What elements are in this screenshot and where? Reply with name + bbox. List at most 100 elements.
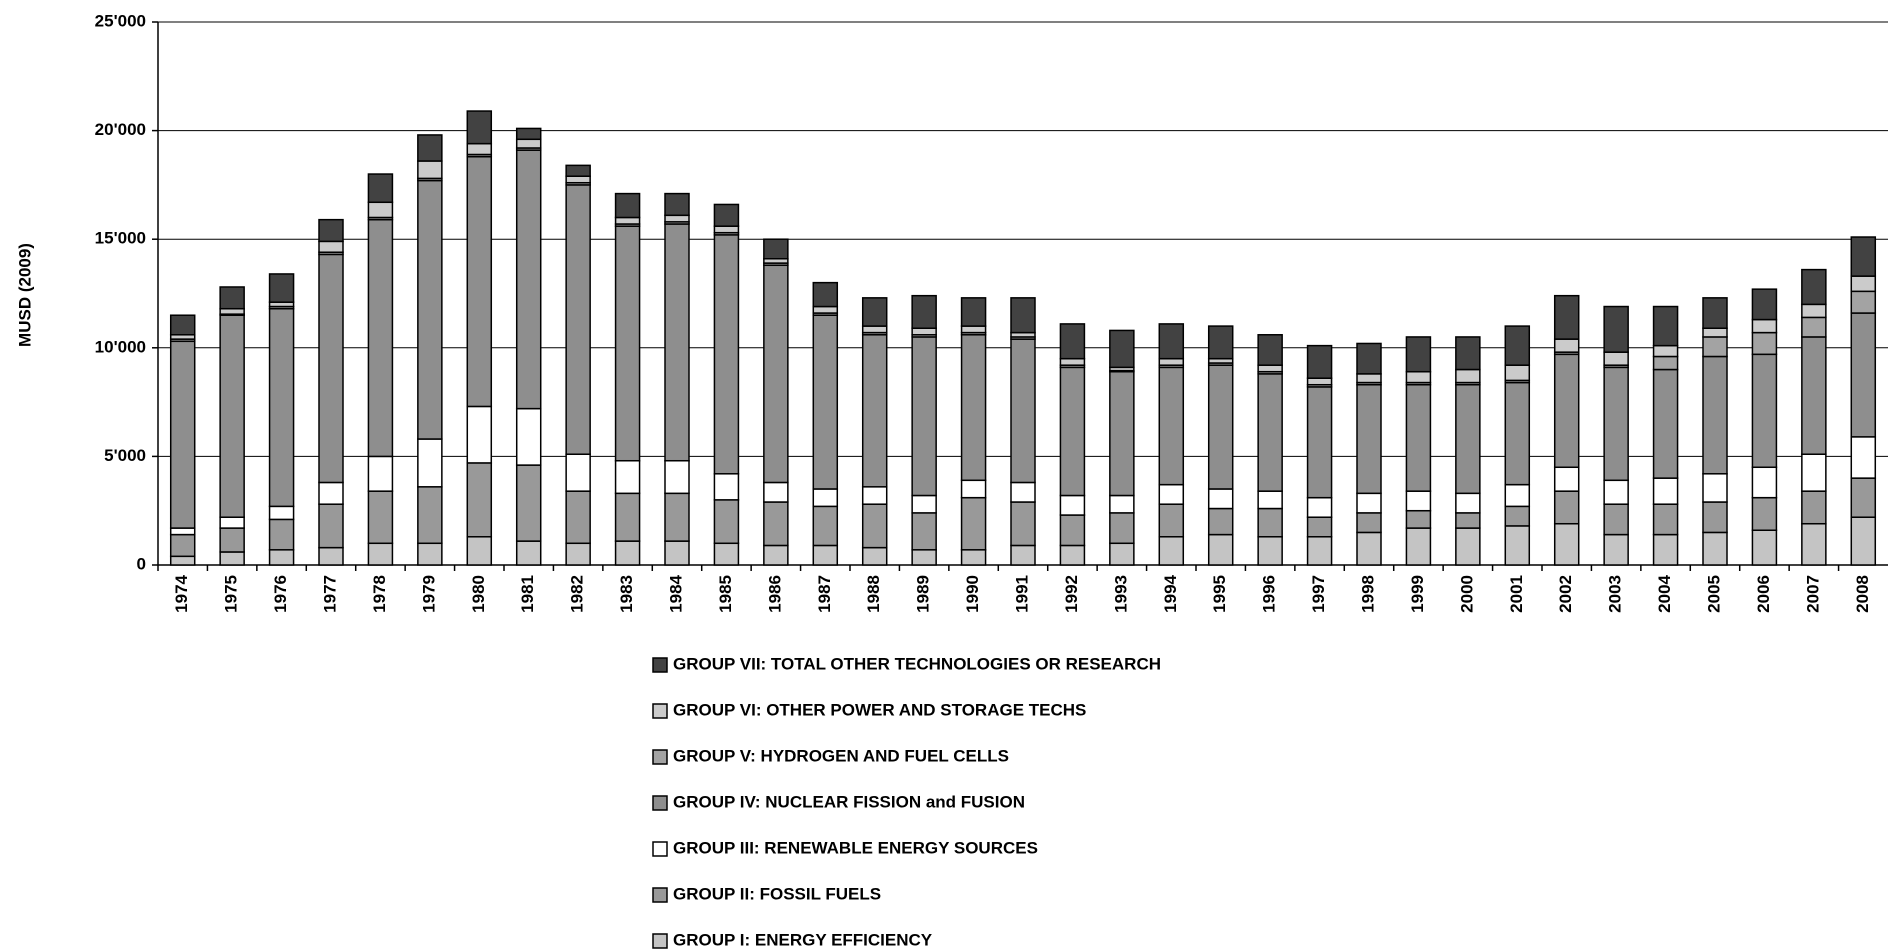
bar-segment [1010,544,1036,566]
bar-segment [1257,334,1283,366]
bar-segment [763,501,789,547]
bar-segment [565,542,591,566]
bar-segment [1207,325,1234,360]
bar-segment [1158,357,1185,366]
x-tick-label: 1986 [765,575,784,613]
x-tick-label: 1994 [1161,574,1180,612]
bar-segment [812,305,839,314]
bar-segment [1158,323,1185,360]
bar-segment [417,542,443,566]
bar-segment [1010,297,1036,334]
bar-segment [1455,492,1481,514]
bar-segment [1603,479,1629,505]
x-tick-label: 2001 [1507,575,1526,613]
bar-segment [466,405,493,464]
bar-segment [1850,436,1877,479]
bar-segment [318,503,344,549]
bar-segment [367,490,394,545]
bar-segment [1257,507,1283,538]
bar-segment [664,540,690,566]
x-tick-label: 2002 [1556,575,1575,613]
bar-segment [318,546,344,566]
x-tick-label: 1984 [666,574,685,612]
bar-segment [1356,512,1382,534]
bar-segment [565,490,591,545]
bar-segment [911,549,937,566]
bar-segment [1455,527,1481,566]
bar-segment [318,240,344,253]
legend-swatch [652,933,668,949]
bar-segment [1801,268,1827,306]
bar-segment [318,253,344,484]
bar-segment [1356,383,1382,495]
bar-segment [1702,501,1728,534]
bar-segment [713,234,740,475]
bar-segment [417,438,443,488]
x-tick-label: 1975 [222,575,241,613]
bar-segment [367,173,394,204]
bar-segment [268,273,295,303]
bar-segment [1751,353,1778,469]
bar-segment [1356,373,1382,384]
x-tick-label: 1990 [963,575,982,613]
bar-segment [1801,316,1827,338]
bar-segment [960,496,987,551]
bar-segment [268,307,295,508]
bar-segment [664,214,690,223]
bar-segment [1207,533,1234,566]
legend-label: GROUP VI: OTHER POWER AND STORAGE TECHS [673,700,1086,719]
x-tick-label: 1985 [716,575,735,613]
x-tick-label: 1982 [568,575,587,613]
bar-segment [614,192,641,219]
bar-segment [1751,318,1778,334]
bar-segment [219,286,245,310]
bar-segment [1109,512,1135,545]
x-tick-label: 2003 [1606,575,1625,613]
bar-segment [169,533,196,558]
bar-segment [960,297,987,327]
bar-segment [1504,483,1531,508]
bar-segment [1306,516,1333,538]
x-tick-label: 2008 [1853,575,1872,613]
bar-segment [1801,522,1827,566]
bar-segment [466,142,493,156]
x-tick-label: 1978 [370,575,389,613]
bar-segment [614,225,641,462]
bar-segment [1306,377,1333,386]
bar-segment [861,297,888,327]
bar-segment [614,216,641,225]
bar-segment [960,549,987,566]
bar-segment [861,546,888,566]
y-tick-label: 15'000 [95,229,146,248]
x-tick-label: 1981 [518,575,537,613]
bar-segment [1109,542,1135,566]
bar-segment [1553,353,1580,469]
bar-segment [1702,473,1728,503]
bar-segment [1702,531,1728,566]
bar-segment [219,551,245,566]
bar-segment [1702,355,1728,475]
x-tick-label: 2000 [1457,575,1476,613]
legend-swatch [652,703,668,719]
x-tick-label: 1988 [864,575,883,613]
bar-segment [1356,492,1382,514]
bar-segment [713,225,740,234]
x-tick-label: 1979 [419,575,438,613]
bar-segment [1702,336,1728,358]
bar-segment [1801,336,1827,455]
bar-segment [911,294,937,330]
bar-segment [515,407,542,466]
bar-segment [812,281,839,308]
bar-segment [1405,490,1432,512]
bar-segment [1751,331,1778,356]
bar-segment [515,127,542,141]
bar-segment [1751,288,1778,321]
bar-segment [664,492,690,542]
bar-segment [1603,305,1629,353]
bar-segment [219,314,245,518]
bar-segment [1504,525,1531,566]
bar-segment [417,486,443,545]
bar-segment [1850,236,1877,277]
bar-segment [1702,297,1728,330]
y-tick-label: 10'000 [95,337,146,356]
